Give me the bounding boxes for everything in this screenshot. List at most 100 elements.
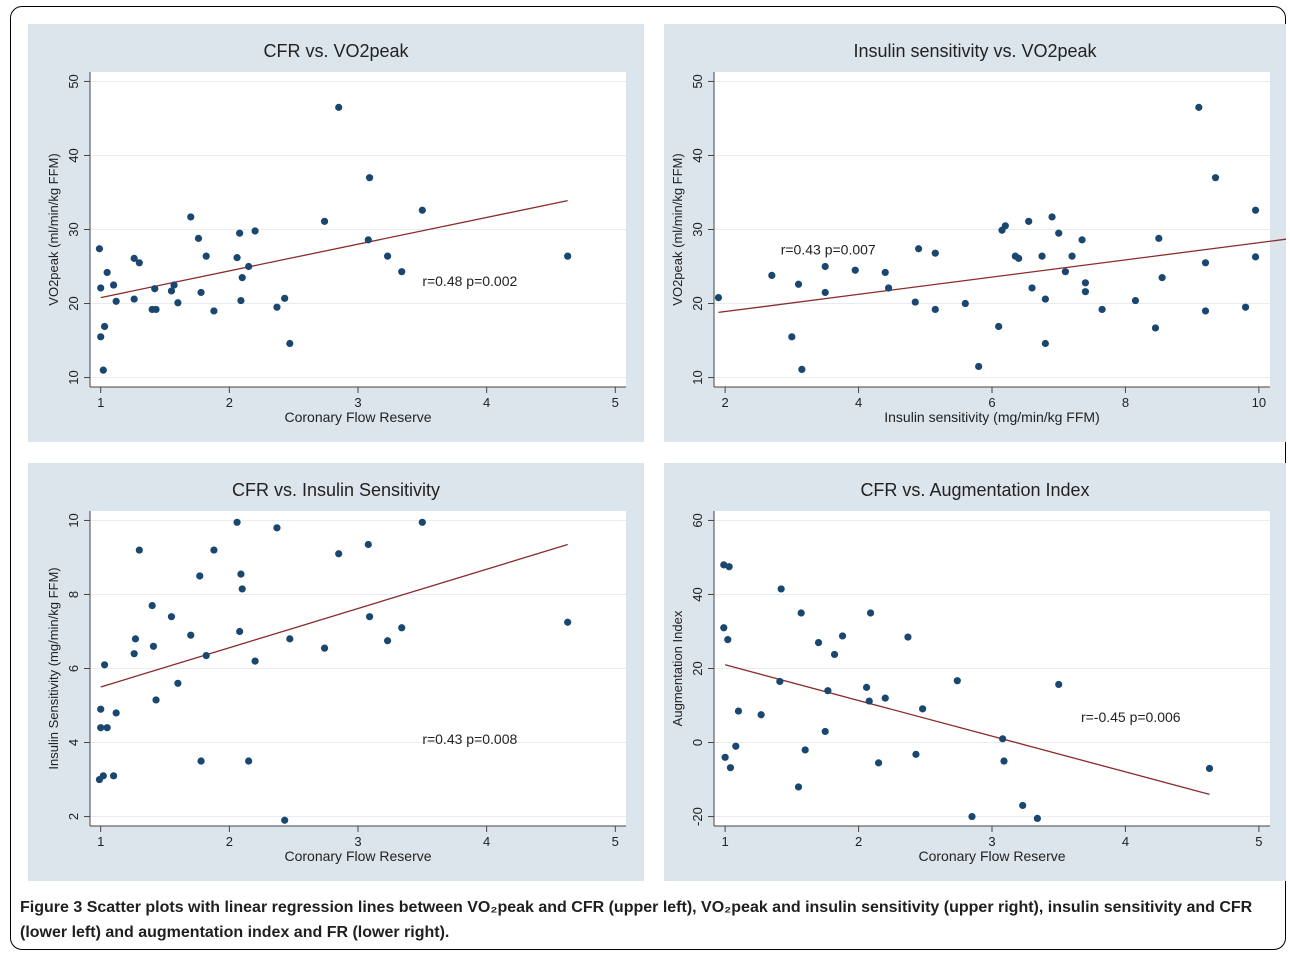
data-point xyxy=(197,288,205,297)
chart-cfr-vs-vo2peak: 1 2 3 4 5 10 20 30 40 50 CFR vs. VO2peak Coronary F… xyxy=(28,24,644,442)
y-tick-label: 20 xyxy=(690,296,705,310)
data-point xyxy=(365,613,374,621)
data-point xyxy=(99,366,107,374)
data-point xyxy=(1041,295,1049,303)
data-point xyxy=(100,661,109,669)
x-tick-label: 5 xyxy=(612,395,619,410)
data-point xyxy=(915,245,923,253)
data-point xyxy=(1033,814,1041,823)
data-point xyxy=(1041,339,1049,348)
y-tick-label: 10 xyxy=(66,513,81,527)
data-point xyxy=(734,707,743,715)
data-point xyxy=(953,677,961,685)
data-point xyxy=(919,705,927,713)
x-tick-label: 3 xyxy=(354,834,361,849)
data-point xyxy=(931,249,939,257)
data-point xyxy=(210,307,218,315)
data-point xyxy=(286,339,294,348)
data-point xyxy=(801,746,809,754)
data-point xyxy=(1019,801,1027,810)
data-point xyxy=(720,624,728,632)
data-point xyxy=(251,227,259,235)
data-point xyxy=(418,518,426,526)
data-point xyxy=(794,783,803,791)
data-point xyxy=(904,633,912,641)
data-point xyxy=(97,284,105,292)
x-tick-label: 4 xyxy=(483,395,490,410)
data-point xyxy=(152,305,160,314)
data-point xyxy=(1015,254,1023,262)
y-tick-label: 20 xyxy=(66,296,81,310)
data-point xyxy=(187,631,195,639)
data-point xyxy=(725,563,733,571)
y-tick-label: 50 xyxy=(690,74,705,88)
data-point xyxy=(564,618,572,626)
data-point xyxy=(320,217,329,225)
data-point xyxy=(814,638,823,647)
data-point xyxy=(148,601,156,610)
data-point xyxy=(1055,229,1063,237)
data-point xyxy=(1201,259,1210,267)
x-tick-label: 4 xyxy=(1122,834,1129,849)
data-point xyxy=(383,252,392,260)
data-point xyxy=(187,213,195,221)
data-point xyxy=(335,103,343,111)
data-point xyxy=(788,333,796,341)
data-point xyxy=(151,285,159,293)
data-point xyxy=(874,759,883,767)
y-tick-label: 4 xyxy=(66,739,81,746)
data-point xyxy=(1068,252,1076,260)
data-point xyxy=(931,305,939,314)
data-point xyxy=(398,624,406,632)
data-point xyxy=(233,518,241,526)
y-axis-label: VO2peak (ml/min/kg FFM) xyxy=(670,153,685,305)
data-point xyxy=(237,296,245,305)
data-point xyxy=(862,683,871,691)
data-point xyxy=(99,772,107,780)
data-point xyxy=(174,679,182,687)
data-point xyxy=(197,757,205,765)
data-point xyxy=(830,650,839,659)
data-point xyxy=(238,585,246,593)
chart-svg: 1 2 3 4 5 2 4 6 8 10 CFR vs. Insulin Sensitivity Co… xyxy=(28,463,644,881)
data-point xyxy=(418,206,426,214)
data-point xyxy=(1155,234,1163,242)
data-point xyxy=(149,642,158,650)
y-tick-label: 2 xyxy=(66,813,81,820)
data-point xyxy=(866,609,875,617)
correlation-annotation: r=0.43 p=0.008 xyxy=(422,731,517,747)
x-tick-label: 5 xyxy=(1255,834,1262,849)
data-point xyxy=(1251,206,1260,214)
data-point xyxy=(170,281,178,289)
data-point xyxy=(1081,288,1090,296)
data-point xyxy=(383,637,392,645)
data-point xyxy=(1205,764,1214,773)
x-tick-label: 2 xyxy=(226,834,233,849)
data-point xyxy=(851,266,859,274)
data-point xyxy=(1251,253,1260,261)
data-point xyxy=(202,651,210,660)
data-point xyxy=(564,252,572,260)
data-point xyxy=(838,632,847,640)
y-axis-label: VO2peak (ml/min/kg FFM) xyxy=(46,153,61,305)
data-point xyxy=(130,254,138,262)
data-point xyxy=(724,636,732,644)
data-point xyxy=(245,262,253,271)
x-tick-label: 1 xyxy=(722,834,729,849)
data-point xyxy=(103,724,111,732)
data-point xyxy=(961,299,969,308)
y-axis-label: Augmentation Index xyxy=(670,610,685,726)
data-point xyxy=(968,812,976,821)
data-point xyxy=(167,287,176,295)
data-point xyxy=(1151,324,1160,332)
correlation-annotation: r=0.43 p=0.007 xyxy=(781,242,876,258)
x-tick-label: 5 xyxy=(612,834,619,849)
data-point xyxy=(881,694,889,702)
y-tick-label: 6 xyxy=(66,665,81,672)
data-point xyxy=(821,262,829,271)
data-point xyxy=(194,234,203,242)
chart-title: Insulin sensitivity vs. VO2peak xyxy=(853,41,1097,61)
y-tick-label: 40 xyxy=(690,148,705,162)
data-point xyxy=(1028,284,1036,292)
y-tick-label: 50 xyxy=(66,74,81,88)
